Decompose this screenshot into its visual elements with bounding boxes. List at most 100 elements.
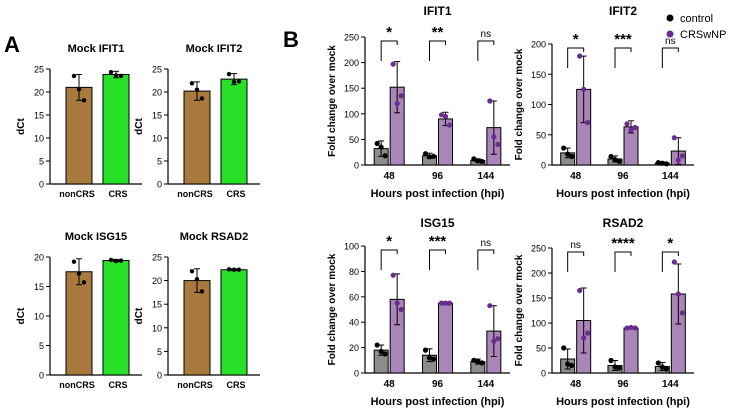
- x-tick-label: 144: [477, 171, 494, 182]
- y-tick-label: 20: [34, 253, 44, 263]
- data-point: [108, 70, 114, 75]
- data-point-control: [663, 366, 669, 372]
- data-point-crswnp: [442, 113, 449, 119]
- y-axis-label: dCt: [134, 307, 145, 324]
- data-point-crswnp: [398, 306, 404, 313]
- data-point: [113, 258, 119, 264]
- x-axis-label: Hours post infection (hpi): [556, 396, 690, 408]
- data-point-crswnp: [394, 100, 400, 107]
- chart-title: Mock IFIT1: [68, 43, 125, 55]
- y-axis-label: Fold change over mock: [514, 48, 525, 160]
- y-tick-label: 25: [152, 65, 162, 75]
- chart-ifit2: 0 50 100 150 200 IFIT2 Fold change over mock * 4…: [514, 4, 694, 200]
- data-point-crswnp: [671, 259, 677, 265]
- y-tick-label: 10: [152, 323, 162, 333]
- data-point-crswnp: [495, 336, 501, 342]
- legend-crswnp-marker: [666, 30, 674, 38]
- y-tick-label: 5: [157, 157, 162, 167]
- y-tick-label: 15: [34, 282, 44, 292]
- bar-crswnp-96: [623, 327, 639, 374]
- chart-title: Mock RSAD2: [180, 231, 248, 243]
- data-point-control: [479, 360, 485, 366]
- chart-mock-ifit2: 0 5 10 15 20 25 Mock IFIT2 dCt nonCRS CRS: [134, 43, 260, 199]
- data-point-crswnp: [438, 300, 445, 306]
- data-point-crswnp: [632, 325, 638, 331]
- y-tick-label: 5: [157, 347, 162, 357]
- y-tick-label: 250: [344, 33, 359, 43]
- data-point-crswnp: [632, 124, 638, 131]
- data-point-crswnp: [491, 338, 497, 344]
- bar-crs: [220, 269, 248, 376]
- data-point-crswnp: [446, 122, 453, 128]
- y-tick-label: 100: [531, 319, 546, 329]
- y-tick-label: 15: [152, 111, 162, 121]
- data-point-crswnp: [438, 112, 445, 118]
- data-point-control: [569, 362, 575, 369]
- data-point-control: [422, 347, 429, 353]
- data-point-crswnp: [675, 157, 681, 163]
- significance-bracket: [429, 249, 446, 270]
- data-point: [71, 73, 77, 79]
- data-point-crswnp: [394, 300, 400, 306]
- chart-mock-ifit1: 0 5 10 15 20 25 Mock IFIT1 dCt nonCRS CRS: [16, 43, 142, 199]
- y-tick-label: 0: [157, 180, 162, 190]
- data-point: [199, 289, 205, 294]
- y-axis-label: dCt: [134, 118, 145, 135]
- significance-bracket: [477, 249, 495, 270]
- data-point-control: [608, 357, 614, 364]
- y-tick-label: 50: [349, 135, 359, 145]
- chart-title: IFIT2: [609, 4, 637, 18]
- x-tick-label: CRS: [226, 189, 245, 199]
- x-tick-label: CRS: [108, 189, 127, 199]
- x-tick-label: 48: [570, 379, 582, 390]
- y-tick-label: 15: [34, 111, 44, 121]
- data-point: [76, 87, 82, 92]
- data-point: [236, 267, 242, 272]
- data-point-crswnp: [390, 272, 396, 278]
- data-point-crswnp: [679, 153, 685, 159]
- significance-label: ns: [481, 29, 492, 40]
- data-point: [231, 267, 237, 272]
- data-point: [194, 87, 200, 92]
- x-tick-label: nonCRS: [59, 189, 95, 199]
- bar-crs: [102, 74, 130, 185]
- x-tick-label: 96: [617, 379, 629, 390]
- data-point-control: [430, 153, 437, 159]
- y-tick-label: 100: [531, 100, 546, 110]
- significance-label: *: [386, 233, 392, 250]
- data-point-crswnp: [491, 134, 497, 140]
- x-axis-label: Hours post infection (hpi): [556, 188, 690, 200]
- data-point-crswnp: [585, 330, 591, 336]
- data-point-crswnp: [624, 121, 630, 127]
- chart-title: RSAD2: [603, 216, 644, 230]
- data-point-control: [569, 153, 575, 160]
- significance-bracket: [380, 249, 398, 270]
- data-point-control: [471, 156, 477, 162]
- data-point-control: [655, 360, 661, 366]
- data-point: [118, 258, 124, 263]
- data-point: [231, 79, 237, 85]
- data-point-crswnp: [446, 300, 453, 306]
- data-point: [199, 96, 205, 101]
- y-tick-label: 0: [541, 369, 546, 379]
- legend-control-label: control: [680, 13, 713, 25]
- y-tick-label: 10: [34, 312, 44, 322]
- x-tick-label: 144: [662, 379, 679, 390]
- significance-label: ns: [665, 36, 676, 47]
- legend: control CRSwNP: [666, 13, 726, 41]
- significance-label: *: [386, 24, 392, 41]
- legend-control-marker: [666, 14, 674, 22]
- significance-label: ****: [611, 235, 635, 252]
- y-tick-label: 20: [152, 88, 162, 98]
- data-point-control: [655, 159, 661, 166]
- y-tick-label: 0: [354, 161, 359, 171]
- data-point-crswnp: [585, 120, 591, 126]
- significance-label: **: [432, 24, 444, 41]
- significance-bracket: [429, 40, 446, 61]
- significance-bracket: [567, 251, 585, 272]
- data-point-crswnp: [675, 291, 681, 297]
- data-point-control: [475, 358, 481, 365]
- data-point-crswnp: [398, 93, 404, 99]
- data-point-control: [612, 156, 618, 163]
